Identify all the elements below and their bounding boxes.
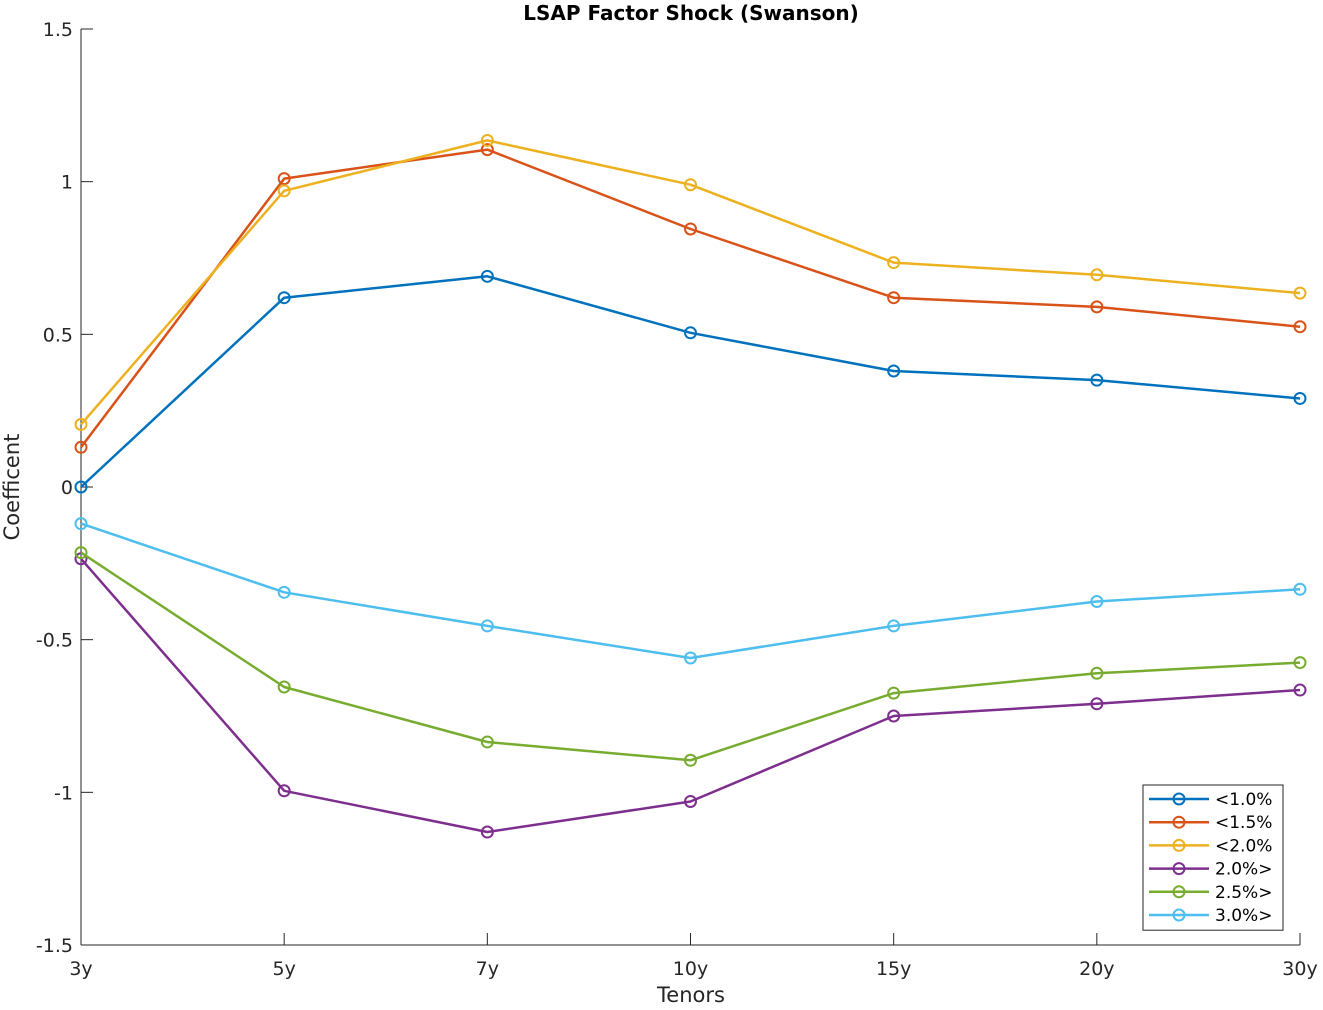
data-point [74,480,88,494]
data-point [1293,683,1307,697]
series-layer [74,133,1307,839]
data-point [887,686,901,700]
data-point [1293,286,1307,300]
data-point [277,585,291,599]
legend-label: <2.0% [1215,836,1272,856]
data-point [1090,666,1104,680]
legend-swatch-marker [1172,885,1186,899]
data-point [277,172,291,186]
y-axis-title: Coefficent [0,434,24,541]
data-point [684,178,697,192]
data-point [480,133,494,147]
data-point [74,546,88,560]
legend-swatch-marker [1172,815,1186,829]
y-tick-label: 0 [61,477,73,499]
data-point [684,651,697,665]
data-point [480,143,494,157]
data-point [277,184,291,198]
data-point [1090,697,1104,711]
legend-label: <1.0% [1215,790,1272,810]
legend-item: <2.0% [1149,836,1272,856]
data-point [480,735,494,749]
data-point [74,417,88,431]
series-2 [74,143,1307,454]
data-point [277,784,291,798]
y-tick-label: -1 [54,782,73,804]
data-point [1090,373,1104,387]
data-point [277,680,291,694]
legend-label: <1.5% [1215,813,1272,833]
data-point [887,709,901,723]
legend-item: 2.5%> [1149,883,1272,903]
series-line [80,557,1301,834]
y-tick-label: -1.5 [36,935,73,957]
legend-item: 3.0%> [1149,906,1272,926]
x-tick-label: 20y [1079,958,1114,980]
legend-label: 2.5%> [1215,883,1272,903]
x-tick-label: 10y [673,958,708,980]
x-tick-label: 3y [69,958,92,980]
series-4 [74,552,1307,839]
data-point [887,291,901,305]
data-point [887,256,901,270]
series-line [80,139,1301,426]
y-tick-label: 1 [61,172,73,194]
y-tick-label: -0.5 [36,630,73,652]
x-tick-label: 30y [1282,958,1317,980]
data-point [1090,300,1104,314]
series-5 [74,546,1307,767]
legend-item: <1.0% [1149,790,1272,810]
y-tick-label: 1.5 [43,19,73,41]
x-tick-label: 7y [476,958,499,980]
legend-item: 2.0%> [1149,860,1272,880]
legend-label: 2.0%> [1215,860,1272,880]
data-point [1293,391,1307,405]
series-line [80,275,1301,488]
series-1 [74,269,1307,494]
data-point [74,517,88,531]
series-line [80,522,1301,660]
data-point [1293,656,1307,670]
legend-label: 3.0%> [1215,906,1272,926]
legend: <1.0% <1.5% <2.0% 2.0%> 2.5%> 3.0%> [1142,784,1284,931]
data-point [480,825,494,839]
series-line [80,148,1301,449]
data-point [684,753,697,767]
data-point [1090,595,1104,608]
legend-swatch-marker [1172,792,1186,806]
data-point [74,440,88,454]
series-3 [74,133,1307,431]
data-point [277,291,291,305]
data-point [480,269,494,283]
series-line [80,551,1301,762]
data-point [1293,582,1307,596]
data-point [1090,268,1104,282]
x-tick-label: 5y [272,958,295,980]
legend-swatch-marker [1172,862,1186,876]
legend-box [1142,784,1284,931]
legend-swatch-marker [1172,838,1186,852]
axes: -1.5 -1 -0.5 0 0.5 1 1.5 3y 5y 7y 10y 15y 20y 30y [36,19,1318,980]
legend-item: <1.5% [1149,813,1272,833]
data-point [684,222,697,236]
y-tick-label: 0.5 [43,324,73,346]
data-point [1293,320,1307,334]
series-6 [74,517,1307,665]
data-point [887,619,901,633]
legend-swatch-marker [1172,908,1186,922]
x-axis-title: Tenors [656,983,725,1006]
chart-title: LSAP Factor Shock (Swanson) [523,1,859,25]
data-point [480,619,494,633]
x-tick-label: 15y [876,958,911,980]
data-point [684,794,697,808]
data-point [684,326,697,340]
data-point [887,364,901,378]
